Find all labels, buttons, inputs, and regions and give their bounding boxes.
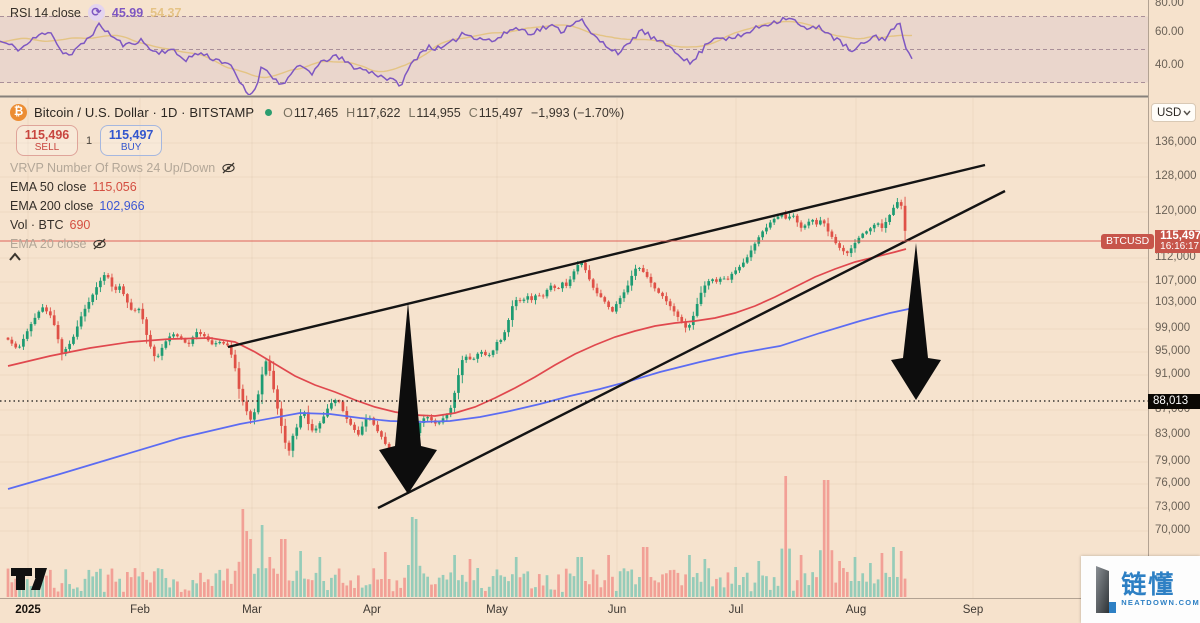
axis-tick-label: 95,000 [1155, 345, 1191, 357]
last-price-label: BTCUSD 115,497 16:16:17 [1101, 230, 1200, 253]
time-axis[interactable] [0, 598, 1148, 623]
bitcoin-icon: ₿ [10, 104, 27, 121]
sell-label: SELL [34, 142, 60, 153]
legend-value: 102,966 [99, 198, 145, 213]
axis-tick-label: 79,000 [1155, 455, 1191, 467]
legend-label: EMA 20 close [10, 236, 87, 251]
time-axis-month: Jun [607, 604, 627, 616]
time-axis-month: Feb [130, 604, 150, 616]
legend-row[interactable]: VRVP Number Of Rows 24 Up/Down [10, 158, 236, 177]
indicator-legend: VRVP Number Of Rows 24 Up/Down EMA 50 clo… [10, 158, 236, 253]
rsi-ma-value: 54.37 [150, 5, 182, 20]
currency-value: USD [1157, 106, 1182, 119]
currency-dropdown[interactable]: USD [1151, 103, 1196, 122]
collapse-legend-button[interactable] [6, 250, 24, 264]
axis-tick-label: 70,000 [1155, 524, 1191, 536]
low-value: 114,955 [416, 105, 461, 120]
rsi-legend: RSI 14 close ⟳ 45.99 54.37 [10, 4, 181, 21]
time-axis-month: Jul [728, 604, 744, 616]
legend-value: 690 [69, 217, 91, 232]
sell-price: 115,496 [24, 128, 70, 142]
level-price-label: 88,013 [1148, 394, 1200, 409]
axis-tick-label: 107,000 [1155, 275, 1197, 287]
eye-slash-icon[interactable] [92, 238, 107, 250]
rsi-value: 45.99 [111, 5, 144, 20]
time-axis-month: Apr [363, 604, 381, 616]
legend-label: EMA 50 close [10, 179, 87, 194]
market-status-dot [265, 109, 273, 116]
axis-tick-label: 83,000 [1155, 428, 1191, 440]
last-price-value: 115,497 [1160, 230, 1200, 242]
buy-price: 115,497 [108, 128, 154, 142]
symbol-tag: BTCUSD [1101, 234, 1155, 249]
legend-label: VRVP Number Of Rows 24 Up/Down [10, 160, 216, 175]
axis-tick-label: 80.00 [1155, 0, 1184, 9]
last-price-time: 16:16:17 [1160, 241, 1200, 252]
time-axis-year: 2025 [15, 604, 41, 616]
sell-button[interactable]: 115,496 SELL [16, 125, 78, 156]
axis-tick-label: 40.00 [1155, 59, 1184, 71]
buy-button[interactable]: 115,497 BUY [100, 125, 163, 156]
legend-row[interactable]: Vol · BTC 690 [10, 215, 236, 234]
spread-value: 1 [86, 134, 93, 147]
axis-tick-label: 120,000 [1155, 205, 1197, 217]
axis-tick-label: 99,000 [1155, 322, 1191, 334]
high-value: 117,622 [356, 105, 401, 120]
axis-tick-label: 91,000 [1155, 368, 1191, 380]
legend-label: Vol · BTC [10, 217, 64, 232]
refresh-icon[interactable]: ⟳ [87, 4, 105, 21]
open-value: 117,465 [293, 105, 339, 120]
eye-slash-icon[interactable] [221, 162, 236, 174]
legend-row[interactable]: EMA 20 close [10, 234, 236, 253]
legend-label: EMA 200 close [10, 198, 94, 213]
legend-value: 115,056 [92, 179, 137, 194]
axis-tick-label: 60.00 [1155, 26, 1184, 38]
buy-label: BUY [120, 142, 142, 153]
symbol-header: ₿ Bitcoin / U.S. Dollar · 1D · BITSTAMP … [10, 104, 624, 121]
axis-tick-label: 103,000 [1155, 296, 1197, 308]
axis-tick-label: 73,000 [1155, 501, 1191, 513]
axis-tick-label: 136,000 [1155, 136, 1197, 148]
watermark-cn-text: 链懂 [1121, 571, 1176, 599]
chevron-up-icon [9, 252, 21, 261]
axis-tick-label: 76,000 [1155, 477, 1191, 489]
time-axis-month: Mar [242, 604, 262, 616]
axis-tick-label: 128,000 [1155, 170, 1197, 182]
pane-divider[interactable] [0, 95, 1148, 98]
axis-tick-label: 112,000 [1155, 251, 1196, 263]
symbol-title[interactable]: Bitcoin / U.S. Dollar · 1D · BITSTAMP [34, 105, 255, 120]
time-axis-month: Sep [962, 604, 984, 616]
watermark-logo-icon [1096, 565, 1117, 613]
change-value: −1,993 (−1.70%) [530, 105, 625, 120]
chevron-down-icon [1183, 110, 1191, 116]
time-axis-month: Aug [845, 604, 867, 616]
legend-row[interactable]: EMA 50 close 115,056 [10, 177, 236, 196]
close-value: 115,497 [478, 105, 523, 120]
time-axis-month: May [486, 604, 508, 616]
rsi-legend-title: RSI 14 close [10, 5, 81, 20]
legend-row[interactable]: EMA 200 close 102,966 [10, 196, 236, 215]
watermark-domain: NEATDOWN.COM [1121, 598, 1200, 607]
trade-buttons: 115,496 SELL 1 115,497 BUY [16, 125, 163, 156]
ohlc-row: O117,465 H117,622 L114,955 C115,497 −1,9… [283, 105, 625, 120]
watermark: 链懂 NEATDOWN.COM [1081, 556, 1200, 623]
